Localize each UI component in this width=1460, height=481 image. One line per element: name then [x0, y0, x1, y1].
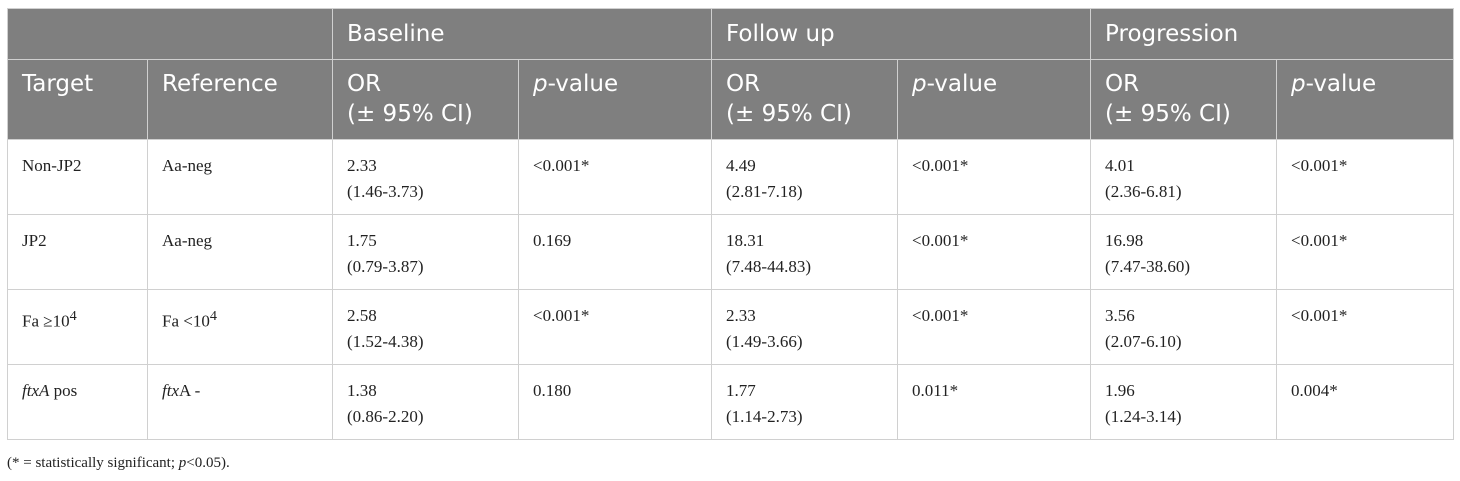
- results-table: Baseline Follow up Progression Target Re…: [7, 8, 1455, 440]
- header-or-baseline: OR (± 95% CI): [332, 59, 519, 140]
- progression-or-cell: 1.96 (1.24-3.14): [1090, 364, 1278, 440]
- baseline-p-cell: <0.001*: [517, 139, 713, 215]
- baseline-or-cell: 1.75 (0.79-3.87): [332, 214, 519, 290]
- progression-p-cell: <0.001*: [1276, 139, 1455, 215]
- p-italic: p: [533, 71, 548, 97]
- follow-up-or-cell: 4.49 (2.81-7.18): [711, 139, 899, 215]
- target-cell: ftxA pos: [7, 364, 148, 440]
- progression-or-cell: 3.56 (2.07-6.10): [1090, 289, 1278, 365]
- or-label: OR: [1105, 71, 1140, 97]
- follow-up-p-cell: <0.001*: [897, 139, 1092, 215]
- p-italic: p: [1291, 71, 1306, 97]
- ci-label: (± 95% CI): [347, 101, 473, 127]
- header-target: Target: [7, 59, 148, 140]
- ci-label: (± 95% CI): [1105, 101, 1231, 127]
- reference-cell: Aa-neg: [147, 139, 333, 215]
- reference-cell: Fa <104: [147, 289, 333, 365]
- progression-p-cell: <0.001*: [1276, 289, 1455, 365]
- header-empty-cell: [7, 8, 333, 60]
- superscript: 4: [69, 308, 77, 324]
- table-row: ftxA pos ftxA - 1.38 (0.86-2.20) 0.180 1.…: [7, 364, 1455, 440]
- target-cell: JP2: [7, 214, 148, 290]
- header-p-follow-up: p-value: [897, 59, 1092, 140]
- follow-up-or-cell: 18.31 (7.48-44.83): [711, 214, 899, 290]
- header-or-follow-up: OR (± 95% CI): [711, 59, 899, 140]
- superscript: 4: [209, 308, 217, 324]
- header-column-row: Target Reference OR (± 95% CI) p-value OR…: [7, 59, 1455, 140]
- reference-cell: Aa-neg: [147, 214, 333, 290]
- reference-cell: ftxA -: [147, 364, 333, 440]
- header-baseline: Baseline: [331, 8, 713, 60]
- baseline-p-cell: 0.169: [517, 214, 713, 290]
- table-row: Non-JP2 Aa-neg 2.33 (1.46-3.73) <0.001* 4…: [7, 139, 1455, 215]
- target-cell: Non-JP2: [7, 139, 148, 215]
- follow-up-p-cell: <0.001*: [897, 214, 1092, 290]
- p-rest: -value: [926, 71, 998, 97]
- follow-up-p-cell: 0.011*: [897, 364, 1092, 440]
- header-p-progression: p-value: [1276, 59, 1455, 140]
- header-group-row: Baseline Follow up Progression: [7, 8, 1455, 60]
- progression-or-cell: 16.98 (7.47-38.60): [1090, 214, 1278, 290]
- p-rest: -value: [1305, 71, 1377, 97]
- header-reference: Reference: [147, 59, 333, 140]
- baseline-p-cell: 0.180: [517, 364, 713, 440]
- header-follow-up: Follow up: [711, 8, 1092, 60]
- follow-up-or-cell: 2.33 (1.49-3.66): [711, 289, 899, 365]
- table-row: JP2 Aa-neg 1.75 (0.79-3.87) 0.169 18.31 (7…: [7, 214, 1455, 290]
- header-progression: Progression: [1090, 8, 1455, 60]
- header-or-progression: OR (± 95% CI): [1090, 59, 1278, 140]
- baseline-or-cell: 1.38 (0.86-2.20): [332, 364, 519, 440]
- follow-up-or-cell: 1.77 (1.14-2.73): [711, 364, 899, 440]
- or-label: OR: [726, 71, 761, 97]
- baseline-p-cell: <0.001*: [517, 289, 713, 365]
- table-row: Fa ≥104 Fa <104 2.58 (1.52-4.38) <0.001* …: [7, 289, 1455, 365]
- header-p-baseline: p-value: [517, 59, 713, 140]
- target-cell: Fa ≥104: [7, 289, 148, 365]
- p-italic: p: [912, 71, 927, 97]
- or-label: OR: [347, 71, 382, 97]
- baseline-or-cell: 2.33 (1.46-3.73): [332, 139, 519, 215]
- progression-p-cell: 0.004*: [1276, 364, 1455, 440]
- baseline-or-cell: 2.58 (1.52-4.38): [332, 289, 519, 365]
- progression-p-cell: <0.001*: [1276, 214, 1455, 290]
- ci-label: (± 95% CI): [726, 101, 852, 127]
- table-footnote: (* = statistically significant; p<0.05).: [7, 455, 230, 471]
- p-rest: -value: [547, 71, 619, 97]
- follow-up-p-cell: <0.001*: [897, 289, 1092, 365]
- progression-or-cell: 4.01 (2.36-6.81): [1090, 139, 1278, 215]
